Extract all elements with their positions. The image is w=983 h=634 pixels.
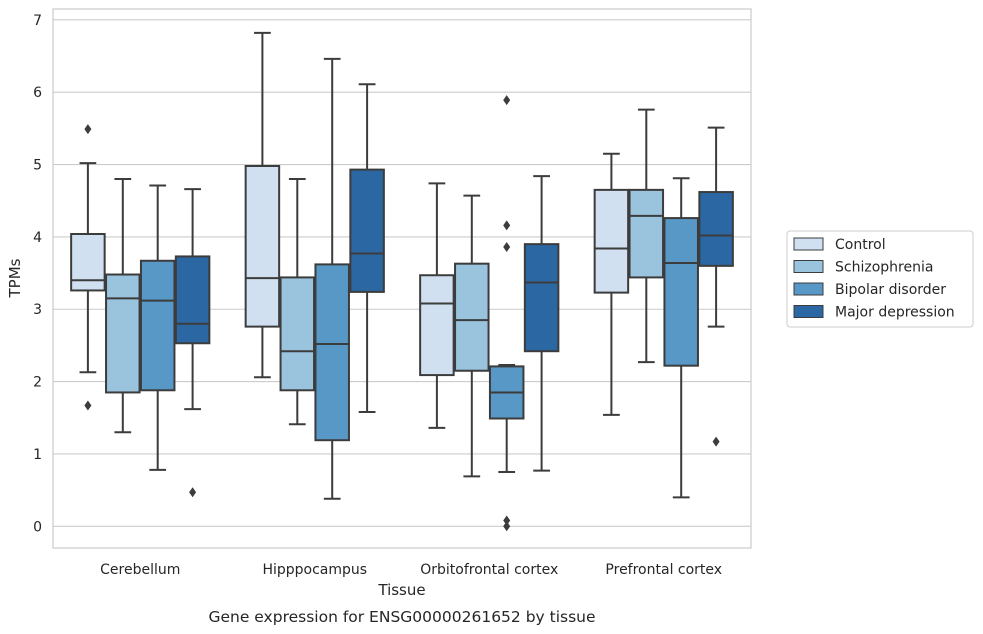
box-body bbox=[523, 243, 560, 353]
box-control bbox=[244, 31, 281, 379]
box-major-depression bbox=[349, 83, 385, 413]
x-tick-label: Prefrontal cortex bbox=[605, 562, 722, 578]
box-body bbox=[628, 188, 665, 279]
box-body bbox=[139, 259, 176, 392]
box-control bbox=[70, 124, 106, 411]
legend-label: Major depression bbox=[835, 305, 955, 321]
chart-caption: Gene expression for ENSG00000261652 by t… bbox=[208, 608, 595, 626]
legend-label: Bipolar disorder bbox=[835, 282, 946, 298]
y-tick-label: 4 bbox=[33, 230, 42, 246]
box-major-depression bbox=[523, 175, 560, 472]
legend-label: Schizophrenia bbox=[835, 260, 933, 276]
legend-label: Control bbox=[835, 237, 886, 253]
box-schizophrenia bbox=[279, 178, 316, 426]
box-major-depression bbox=[174, 188, 211, 498]
box-body bbox=[349, 168, 385, 293]
outlier-point bbox=[712, 436, 720, 447]
legend-frame bbox=[786, 230, 974, 328]
plot-frame bbox=[52, 8, 752, 549]
box-control bbox=[593, 152, 630, 416]
x-tick-label: Cerebellum bbox=[100, 562, 180, 578]
box-control bbox=[419, 182, 455, 429]
legend-swatch bbox=[793, 282, 824, 296]
box-major-depression bbox=[698, 126, 734, 447]
y-tick-label: 6 bbox=[33, 85, 42, 101]
box-body bbox=[454, 262, 490, 372]
box-series bbox=[70, 31, 734, 532]
x-axis-title: Tissue bbox=[377, 581, 425, 599]
outlier-point bbox=[503, 95, 511, 106]
outlier-point bbox=[503, 242, 511, 253]
y-tick-label: 1 bbox=[33, 447, 42, 463]
legend-swatch bbox=[793, 260, 824, 273]
box-body bbox=[244, 164, 281, 328]
legend-swatch bbox=[793, 237, 824, 251]
y-tick-label: 2 bbox=[33, 375, 42, 391]
outlier-point bbox=[503, 220, 511, 231]
legend: Control Schizophrenia Bipolar disorder Majo… bbox=[786, 230, 974, 328]
x-tick-labels: Cerebellum Hipppocampus Orbitofrontal cort… bbox=[100, 562, 722, 578]
box-body bbox=[698, 191, 734, 267]
x-tick-label: Orbitofrontal cortex bbox=[420, 562, 558, 578]
box-body bbox=[419, 274, 455, 377]
outlier-point bbox=[503, 515, 511, 526]
box-bipolar-disorder bbox=[488, 95, 525, 532]
outlier-point bbox=[189, 487, 197, 498]
box-schizophrenia bbox=[628, 108, 665, 364]
box-body bbox=[593, 188, 630, 294]
y-tick-label: 3 bbox=[33, 302, 42, 318]
box-schizophrenia bbox=[105, 178, 141, 434]
box-bipolar-disorder bbox=[139, 184, 176, 471]
outlier-point bbox=[84, 400, 92, 411]
x-tick-label: Hipppocampus bbox=[262, 562, 367, 578]
y-tick-label: 7 bbox=[33, 13, 42, 29]
outlier-point bbox=[503, 521, 511, 532]
box-body bbox=[174, 255, 211, 345]
legend-swatch bbox=[793, 305, 824, 318]
box-body bbox=[663, 217, 699, 367]
box-body bbox=[70, 233, 106, 292]
y-tick-label: 5 bbox=[33, 158, 42, 174]
box-bipolar-disorder bbox=[314, 57, 350, 500]
box-bipolar-disorder bbox=[663, 177, 699, 499]
y-axis-title: TPMs bbox=[6, 258, 24, 298]
box-schizophrenia bbox=[454, 194, 490, 478]
box-body bbox=[105, 273, 141, 394]
box-body bbox=[279, 276, 316, 392]
y-tick-labels: 0 1 2 3 4 5 6 7 bbox=[33, 13, 42, 535]
y-tick-label: 0 bbox=[33, 519, 42, 535]
box-body bbox=[314, 263, 350, 442]
outlier-point bbox=[84, 124, 92, 135]
